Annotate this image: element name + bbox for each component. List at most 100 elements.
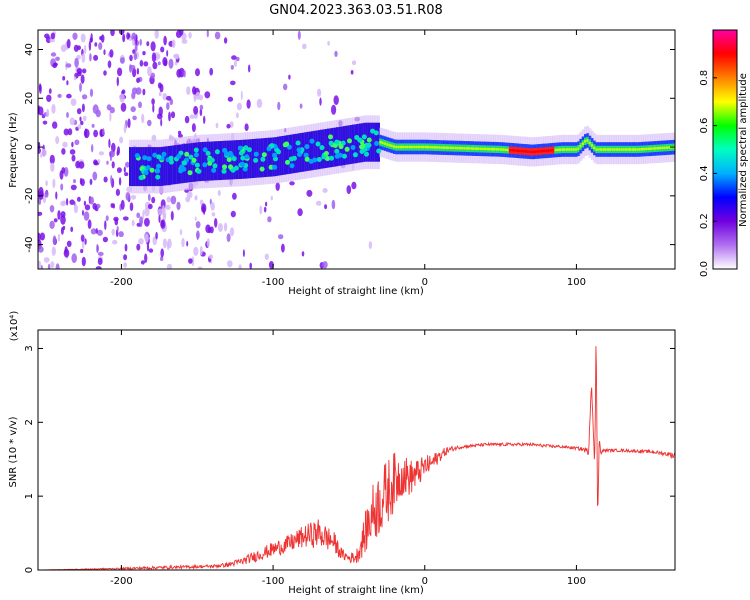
- spectrogram-cell: [357, 137, 363, 143]
- spectrogram-cell: [258, 138, 262, 178]
- spectrogram-cell: [63, 248, 70, 258]
- spectrogram-cell: [477, 147, 481, 150]
- spectrogram-cell: [52, 235, 57, 245]
- spectrogram-cell: [447, 146, 451, 149]
- spectrogram-cell: [276, 136, 280, 176]
- spectrogram-cell: [278, 234, 284, 240]
- spectrogram-cell: [624, 148, 628, 151]
- spectrogram-cell: [636, 148, 640, 151]
- spectrogram-cell: [194, 195, 198, 201]
- spectrogram-cell: [183, 70, 186, 78]
- spectrogram-cell: [433, 146, 437, 149]
- spectrogram-cell: [151, 98, 155, 105]
- y-tick-label: 3: [24, 345, 35, 351]
- spectrogram-cell: [214, 149, 220, 155]
- spectrogram-cell: [154, 147, 157, 187]
- spectrogram-cell: [142, 209, 145, 220]
- spectrogram-cell: [97, 257, 103, 265]
- spectrogram-cell: [317, 130, 321, 170]
- spectrogram-cell: [261, 152, 267, 158]
- spectrogram-cell: [131, 92, 136, 100]
- spectrogram-cell: [228, 164, 233, 170]
- spectrogram-cell: [319, 97, 322, 106]
- spectrogram-cell: [147, 203, 153, 210]
- spectrogram-cell: [647, 147, 651, 150]
- spectrogram-cell: [212, 163, 218, 169]
- spectrogram-cell: [350, 70, 354, 75]
- spectrogram-cell: [381, 141, 385, 145]
- spectrogram-cell: [116, 167, 122, 174]
- spectrogram-cell: [144, 253, 148, 263]
- spectrogram-cell: [504, 148, 508, 151]
- spectrogram-cell: [118, 231, 124, 238]
- spectrogram-cell: [62, 76, 66, 81]
- spectrogram-cell: [297, 208, 303, 217]
- spectrogram-cell: [581, 142, 585, 145]
- spectrogram-cell: [463, 147, 467, 150]
- spectrogram-cell: [91, 123, 95, 128]
- spectrogram-cell: [139, 38, 142, 46]
- spectrogram-cell: [522, 150, 526, 153]
- spectrogram-cell: [38, 190, 44, 200]
- spectrogram-cell: [130, 106, 136, 113]
- spectrogram-cell: [313, 130, 317, 170]
- spectrogram-cell: [141, 113, 145, 124]
- spectrogram-cell: [395, 145, 399, 149]
- spectrogram-cell: [71, 141, 74, 148]
- spectrogram-cell: [168, 155, 174, 161]
- colorbar-tick-label: 0.2: [699, 213, 710, 229]
- spectrogram-cell: [193, 152, 199, 158]
- spectrogram-cell: [73, 179, 76, 184]
- spectrogram-cell: [166, 102, 170, 110]
- spectrogram-cell: [224, 140, 228, 180]
- spectrogram-cell: [230, 80, 236, 86]
- spectrogram-cell: [69, 117, 75, 126]
- spectrogram-cell: [53, 218, 58, 223]
- spectrogram-cell: [204, 91, 211, 99]
- spectrogram-cell: [227, 96, 234, 102]
- spectrogram-cell: [663, 146, 667, 149]
- spectrogram-cell: [103, 176, 108, 183]
- spectrogram-cell: [198, 94, 203, 101]
- spectrogram-cell: [334, 50, 338, 58]
- spectrogram-cell: [306, 131, 310, 171]
- spectrogram-cell: [229, 121, 234, 128]
- spectrogram-cell: [162, 211, 167, 220]
- spectrogram-cell: [654, 147, 658, 150]
- spectrogram-cell: [66, 80, 69, 86]
- spectrogram-cell: [622, 148, 626, 151]
- spectrogram-cell: [331, 127, 335, 167]
- spectrogram-cell: [538, 150, 542, 153]
- spectrogram-cell: [366, 142, 372, 148]
- spectrogram-cell: [311, 131, 314, 171]
- spectrogram-cell: [296, 147, 302, 153]
- spectrogram-cell: [474, 147, 478, 150]
- spectrogram-cell: [424, 145, 428, 149]
- spectrogram-cell: [82, 115, 87, 122]
- spectrogram-cell: [215, 141, 219, 181]
- spectrogram-cell: [244, 123, 249, 131]
- spectrogram-cell: [275, 182, 280, 191]
- spectrogram-cell: [81, 103, 85, 113]
- spectrogram-cell: [631, 148, 635, 151]
- spectrogram-cell: [306, 189, 313, 197]
- spectrogram-cell: [151, 196, 156, 204]
- y-tick-label: 2: [24, 419, 35, 425]
- spectrogram-cell: [588, 141, 592, 145]
- spectrogram-cell: [472, 147, 476, 150]
- spectrogram-cell: [235, 56, 240, 62]
- spectrogram-cell: [199, 142, 203, 182]
- spectrogram-cell: [49, 220, 55, 229]
- spectrogram-cell: [615, 148, 619, 151]
- spectrogram-cell: [206, 30, 209, 38]
- spectrogram-cell: [248, 64, 251, 73]
- spectrogram-cell: [297, 30, 301, 40]
- spectrogram-cell: [115, 188, 120, 196]
- spectrogram-cell: [71, 154, 76, 162]
- spectrogram-cell: [442, 146, 446, 149]
- spectrogram-cell: [90, 228, 97, 235]
- spectrogram-cell: [299, 103, 303, 109]
- spectrogram-cell: [264, 253, 269, 260]
- spectrogram-cell: [656, 147, 660, 150]
- spectrogram-cell: [322, 261, 328, 269]
